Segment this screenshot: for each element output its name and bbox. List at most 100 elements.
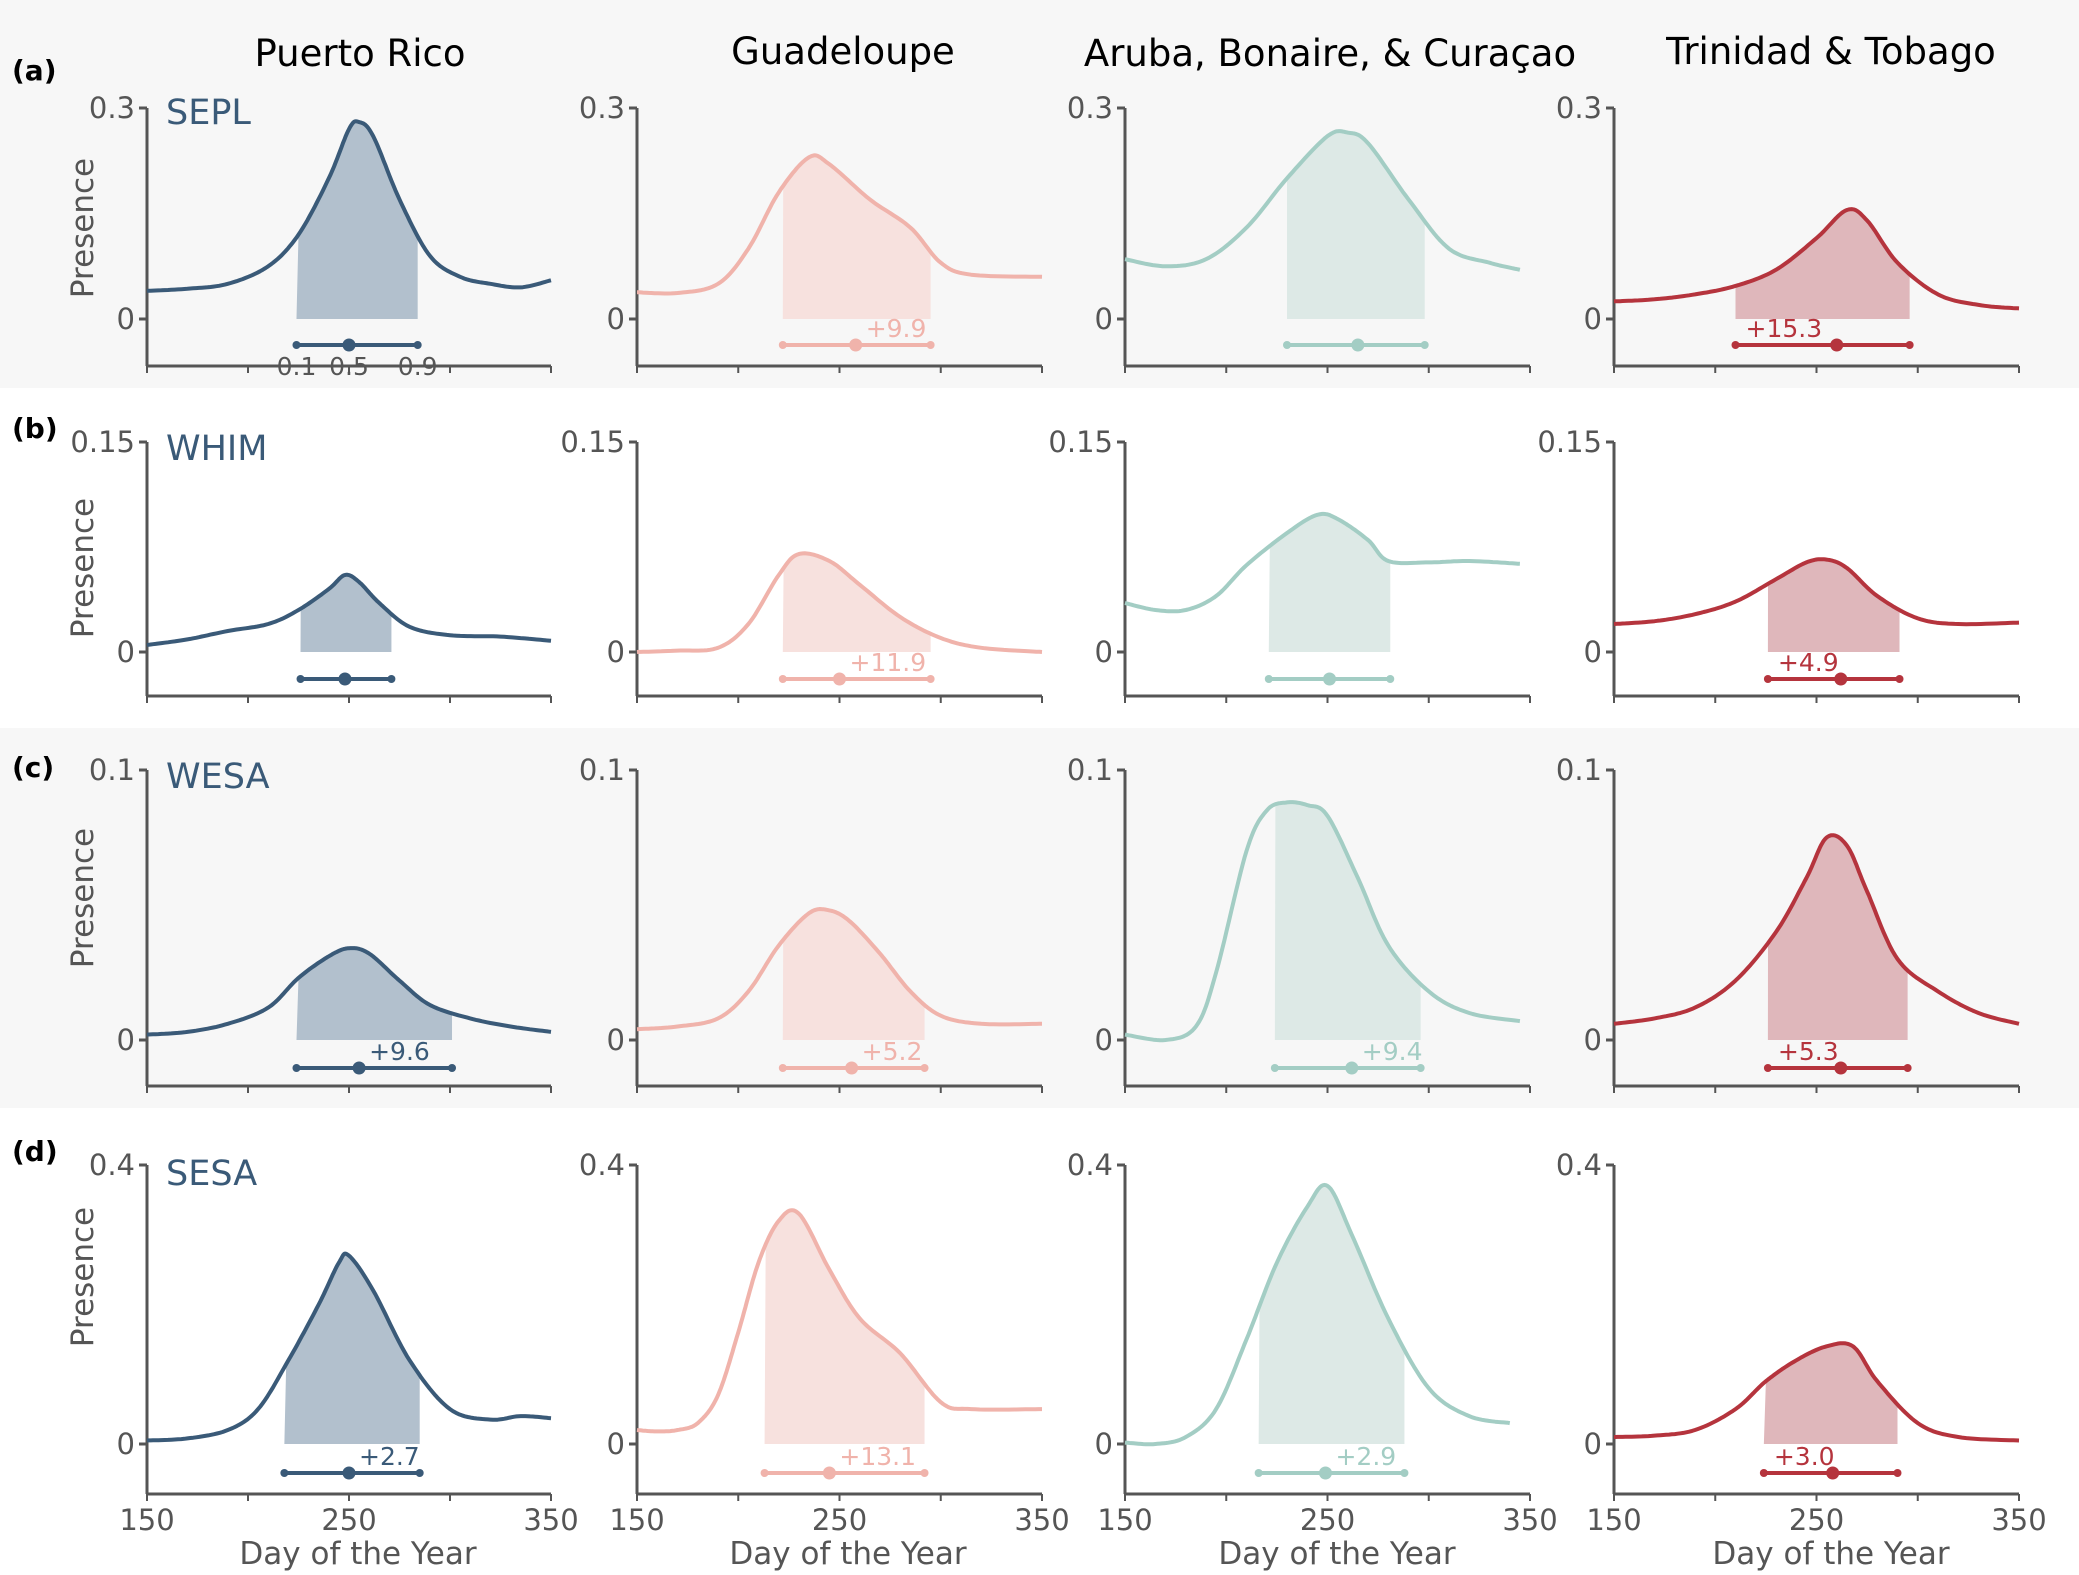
shaded-area-r3-c3 — [1763, 1343, 1898, 1444]
median-point-r2-c2 — [1345, 1061, 1359, 1075]
y-tick-label-r0-c1-0: 0.3 — [579, 91, 625, 125]
shaded-area-r2-c1 — [782, 909, 925, 1040]
quantile-low-point-r1-c2 — [1264, 675, 1273, 683]
quantile-high-point-r1-c0 — [387, 675, 396, 683]
quantile-high-point-r1-c1 — [926, 675, 935, 683]
shaded-area-r1-c1 — [782, 553, 931, 652]
y-tick-label-r2-c0-1: 0 — [117, 1023, 135, 1057]
y-tick-label-r0-c3-0: 0.3 — [1556, 91, 1602, 125]
shift-annotation-r3-c0: +2.7 — [359, 1442, 420, 1471]
row-background-c — [0, 728, 2079, 1108]
y-tick-label-r1-c1-1: 0 — [607, 635, 625, 669]
x-axis-title-2: Day of the Year — [729, 1536, 966, 1572]
x-axis-title-1: Day of the Year — [239, 1536, 476, 1572]
quantile-low-point-r1-c3 — [1763, 675, 1772, 683]
median-point-r3-c1 — [822, 1466, 836, 1480]
species-label-whim: WHIM — [166, 429, 267, 469]
y-tick-label-r3-c3-0: 0.4 — [1556, 1148, 1602, 1182]
quantile-high-point-r0-c2 — [1420, 341, 1429, 349]
y-tick-label-r1-c0-0: 0.15 — [70, 425, 135, 459]
y-axis-title-c: Presence — [65, 828, 101, 968]
quantile-low-point-r3-c1 — [760, 1469, 769, 1477]
y-axis-title-b: Presence — [65, 498, 101, 638]
quantile-low-point-r2-c1 — [778, 1064, 787, 1072]
quantile-low-point-r2-c3 — [1763, 1064, 1772, 1072]
shift-annotation-r3-c3: +3.0 — [1774, 1442, 1835, 1471]
y-tick-label-r3-c1-0: 0.4 — [579, 1148, 625, 1182]
quantile-high-point-r0-c3 — [1905, 341, 1914, 349]
chart-panels: 0.3 0 0.1 0.5 0.9 0.3 0 +9.9 0.3 0 0.3 0 +15.3 0.15 0 0… — [70, 91, 2046, 1537]
panel-label-c: (c) — [12, 751, 54, 784]
quantile-high-point-r2-c1 — [920, 1064, 929, 1072]
shaded-area-r0-c1 — [782, 155, 931, 319]
quantile-high-point-r2-c3 — [1903, 1064, 1912, 1072]
x-tick-label-r3-c2-150: 150 — [1097, 1503, 1152, 1537]
quantile-low-point-r0-c1 — [778, 341, 787, 349]
species-label-sesa: SESA — [166, 1154, 257, 1194]
column-header-abc-islands: Aruba, Bonaire, & Curaçao — [1084, 32, 1576, 75]
quantile-label-0: 0.1 — [277, 352, 317, 381]
density-curve-r2-c2 — [1124, 800, 1521, 1043]
quantile-low-point-r3-c3 — [1759, 1469, 1768, 1477]
y-tick-label-r0-c2-0: 0.3 — [1067, 91, 1113, 125]
density-curve-r3-c1 — [635, 1208, 1042, 1434]
median-point-r1-c0 — [338, 672, 352, 686]
species-label-sepl: SEPL — [166, 93, 251, 133]
x-tick-label-r3-c1-150: 150 — [609, 1503, 664, 1537]
quantile-low-point-r0-c2 — [1283, 341, 1291, 349]
y-tick-label-r1-c3-1: 0 — [1584, 635, 1602, 669]
y-tick-label-r2-c3-1: 0 — [1584, 1023, 1602, 1057]
shift-annotation-r2-c3: +5.3 — [1778, 1037, 1839, 1066]
y-tick-label-r0-c3-1: 0 — [1584, 302, 1602, 336]
median-point-r0-c2 — [1351, 338, 1365, 352]
y-axis-title-a: Presence — [65, 158, 101, 298]
x-tick-label-r3-c0-350: 350 — [523, 1503, 578, 1537]
x-axis-title-3: Day of the Year — [1218, 1536, 1455, 1572]
quantile-high-point-r2-c2 — [1416, 1064, 1425, 1072]
y-tick-label-r2-c2-0: 0.1 — [1067, 753, 1113, 787]
quantile-high-point-r0-c0 — [413, 341, 422, 349]
quantile-high-point-r3-c3 — [1893, 1469, 1902, 1477]
y-tick-label-r1-c3-0: 0.15 — [1537, 425, 1602, 459]
shift-annotation-r0-c3: +15.3 — [1746, 314, 1823, 343]
quantile-low-point-r2-c2 — [1270, 1064, 1279, 1072]
y-tick-label-r3-c2-0: 0.4 — [1067, 1148, 1113, 1182]
y-tick-label-r1-c2-1: 0 — [1095, 635, 1113, 669]
median-point-r1-c3 — [1834, 672, 1848, 686]
quantile-high-point-r3-c1 — [920, 1469, 929, 1477]
y-tick-label-r2-c2-1: 0 — [1095, 1023, 1113, 1057]
shift-annotation-r1-c3: +4.9 — [1778, 648, 1839, 677]
shaded-area-r0-c3 — [1735, 209, 1910, 319]
shaded-area-r0-c2 — [1287, 131, 1425, 319]
y-tick-label-r0-c1-1: 0 — [607, 302, 625, 336]
y-tick-label-r2-c1-0: 0.1 — [579, 753, 625, 787]
shift-annotation-r1-c1: +11.9 — [850, 648, 927, 677]
x-tick-label-r3-c3-350: 350 — [1991, 1503, 2046, 1537]
quantile-low-point-r3-c2 — [1254, 1469, 1263, 1477]
y-tick-label-r0-c2-1: 0 — [1095, 302, 1113, 336]
x-tick-label-r3-c2-350: 350 — [1502, 1503, 1557, 1537]
quantile-low-point-r0-c3 — [1731, 341, 1740, 349]
quantile-low-point-r0-c0 — [292, 341, 301, 349]
shift-annotation-r3-c2: +2.9 — [1335, 1442, 1396, 1471]
median-point-r2-c1 — [845, 1061, 859, 1075]
column-header-guadeloupe: Guadeloupe — [731, 30, 955, 73]
y-tick-label-r3-c3-1: 0 — [1584, 1427, 1602, 1461]
median-point-r0-c0 — [342, 338, 356, 352]
quantile-high-point-r1-c3 — [1895, 675, 1904, 683]
y-tick-label-r1-c0-1: 0 — [117, 635, 135, 669]
shift-annotation-r2-c2: +9.4 — [1362, 1037, 1423, 1066]
density-curve-r2-c0 — [146, 946, 552, 1037]
median-point-r3-c3 — [1826, 1466, 1840, 1480]
y-axis-title-d: Presence — [65, 1207, 101, 1347]
shaded-area-r3-c1 — [764, 1210, 925, 1444]
shaded-area-r1-c0 — [300, 574, 392, 652]
panel-label-a: (a) — [12, 54, 57, 87]
density-curve-r0-c1 — [636, 153, 1043, 296]
x-tick-label-r3-c1-250: 250 — [812, 1503, 867, 1537]
median-point-r3-c0 — [342, 1466, 356, 1480]
shift-annotation-r0-c1: +9.9 — [866, 314, 927, 343]
shift-annotation-r2-c0: +9.6 — [369, 1037, 430, 1066]
density-curve-r1-c0 — [146, 572, 552, 647]
